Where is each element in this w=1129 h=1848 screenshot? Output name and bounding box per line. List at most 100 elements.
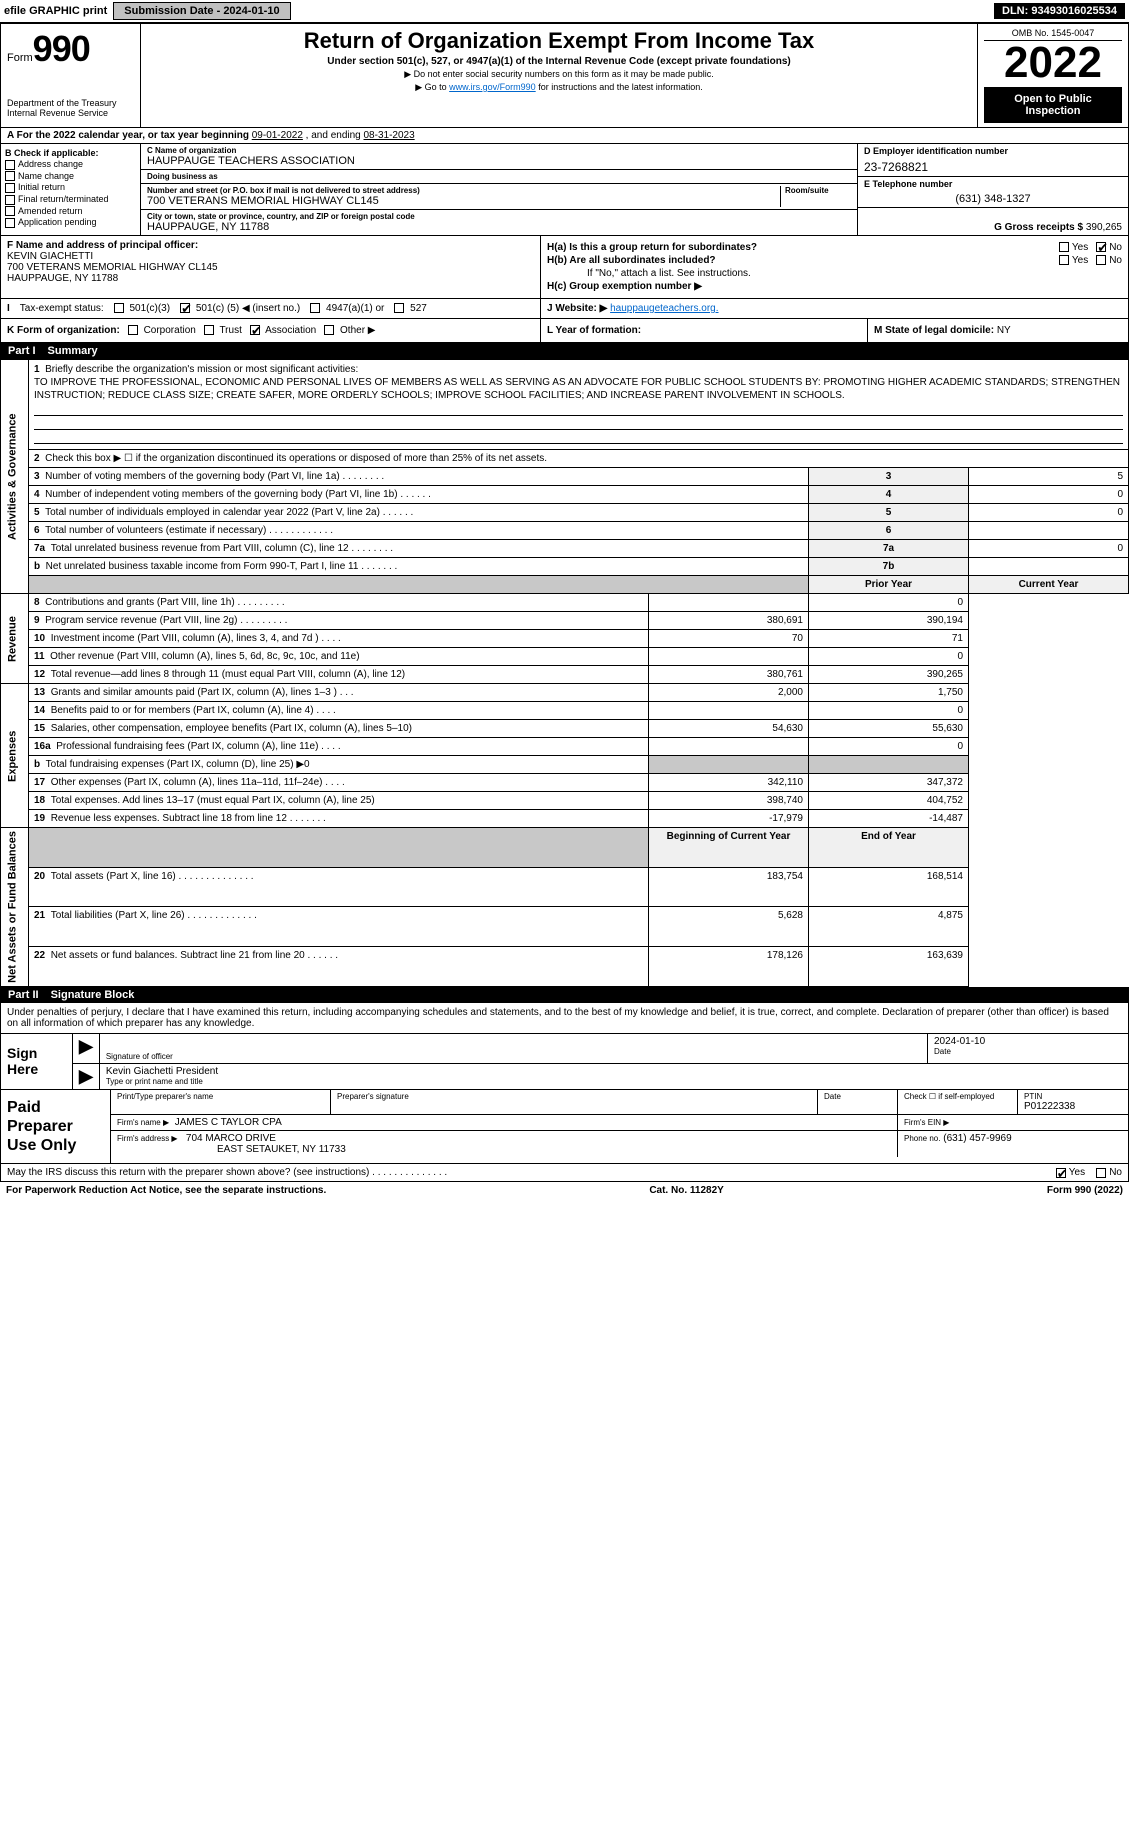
discuss-row: May the IRS discuss this return with the… xyxy=(0,1164,1129,1182)
col-m-state: M State of legal domicile: NY xyxy=(868,319,1128,342)
col-l-year-formation: L Year of formation: xyxy=(541,319,868,342)
table-row: 10 Investment income (Part VIII, column … xyxy=(1,630,1129,648)
goto-note: ▶ Go to www.irs.gov/Form990 for instruct… xyxy=(147,82,971,93)
tax-year-begin: 09-01-2022 xyxy=(252,130,303,141)
arrow-icon: ▶ xyxy=(73,1064,100,1089)
chk-ha-yes[interactable] xyxy=(1059,242,1069,252)
chk-trust[interactable] xyxy=(204,325,214,335)
firm-address2: EAST SETAUKET, NY 11733 xyxy=(117,1144,346,1155)
officer-addr1: 700 VETERANS MEMORIAL HIGHWAY CL145 xyxy=(7,262,534,273)
summary-table: Activities & Governance 1 Briefly descri… xyxy=(0,359,1129,987)
org-city: HAUPPAUGE, NY 11788 xyxy=(147,221,851,233)
chk-association[interactable] xyxy=(250,325,260,335)
irs-link[interactable]: www.irs.gov/Form990 xyxy=(449,82,536,92)
website-link[interactable]: hauppaugeteachers.org. xyxy=(610,303,718,314)
form-id-block: Form990 Department of the Treasury Inter… xyxy=(1,24,141,127)
telephone-value: (631) 348-1327 xyxy=(864,193,1122,205)
row-fgh: F Name and address of principal officer:… xyxy=(0,236,1129,299)
submission-date-button[interactable]: Submission Date - 2024-01-10 xyxy=(113,2,290,20)
part2-header: Part II Signature Block xyxy=(0,987,1129,1003)
firm-address1: 704 MARCO DRIVE xyxy=(186,1133,276,1144)
row-j-website: J Website: ▶ hauppaugeteachers.org. xyxy=(541,299,1128,318)
firm-name: JAMES C TAYLOR CPA xyxy=(175,1117,282,1128)
chk-name-change[interactable] xyxy=(5,171,15,181)
table-row: 9 Program service revenue (Part VIII, li… xyxy=(1,612,1129,630)
officer-name: KEVIN GIACHETTI xyxy=(7,251,534,262)
chk-527[interactable] xyxy=(394,303,404,313)
dln-label: DLN: 93493016025534 xyxy=(994,3,1125,19)
form-title-block: Return of Organization Exempt From Incom… xyxy=(141,24,978,127)
table-row: 15 Salaries, other compensation, employe… xyxy=(1,720,1129,738)
table-row: 21 Total liabilities (Part X, line 26) .… xyxy=(1,907,1129,947)
row-klm: K Form of organization: Corporation Trus… xyxy=(0,319,1129,343)
table-row: b Net unrelated business taxable income … xyxy=(1,558,1129,576)
ssn-note: ▶ Do not enter social security numbers o… xyxy=(147,69,971,80)
dept-treasury: Department of the Treasury xyxy=(7,98,134,108)
side-expenses: Expenses xyxy=(1,684,29,828)
chk-other[interactable] xyxy=(324,325,334,335)
chk-address-change[interactable] xyxy=(5,160,15,170)
table-row: 6 Total number of volunteers (estimate i… xyxy=(1,522,1129,540)
chk-ha-no[interactable] xyxy=(1096,242,1106,252)
table-row: 5 Total number of individuals employed i… xyxy=(1,504,1129,522)
cat-number: Cat. No. 11282Y xyxy=(649,1185,723,1196)
chk-4947[interactable] xyxy=(310,303,320,313)
table-row: 14 Benefits paid to or for members (Part… xyxy=(1,702,1129,720)
chk-discuss-yes[interactable] xyxy=(1056,1168,1066,1178)
side-governance: Activities & Governance xyxy=(1,360,29,594)
table-row: 16a Professional fundraising fees (Part … xyxy=(1,738,1129,756)
table-row: 12 Total revenue—add lines 8 through 11 … xyxy=(1,666,1129,684)
chk-501c3[interactable] xyxy=(114,303,124,313)
efile-topbar: efile GRAPHIC print Submission Date - 20… xyxy=(0,0,1129,23)
paid-preparer-block: Paid Preparer Use Only Print/Type prepar… xyxy=(0,1090,1129,1165)
org-name: HAUPPAUGE TEACHERS ASSOCIATION xyxy=(147,155,851,167)
row-ij: I Tax-exempt status: 501(c)(3) 501(c) (5… xyxy=(0,299,1129,319)
chk-amended-return[interactable] xyxy=(5,206,15,216)
table-row: 17 Other expenses (Part IX, column (A), … xyxy=(1,774,1129,792)
table-row: 18 Total expenses. Add lines 13–17 (must… xyxy=(1,792,1129,810)
chk-application-pending[interactable] xyxy=(5,218,15,228)
chk-corp[interactable] xyxy=(128,325,138,335)
col-c-org-info: C Name of organization HAUPPAUGE TEACHER… xyxy=(141,144,858,235)
table-row: b Total fundraising expenses (Part IX, c… xyxy=(1,756,1129,774)
table-row: 20 Total assets (Part X, line 16) . . . … xyxy=(1,867,1129,907)
part1-header: Part I Summary xyxy=(0,343,1129,359)
org-address: 700 VETERANS MEMORIAL HIGHWAY CL145 xyxy=(147,195,776,207)
chk-discuss-no[interactable] xyxy=(1096,1168,1106,1178)
chk-hb-no[interactable] xyxy=(1096,255,1106,265)
mission-text: TO IMPROVE THE PROFESSIONAL, ECONOMIC AN… xyxy=(34,377,1120,401)
perjury-declaration: Under penalties of perjury, I declare th… xyxy=(0,1003,1129,1034)
form-title: Return of Organization Exempt From Incom… xyxy=(147,28,971,54)
form-header: Form990 Department of the Treasury Inter… xyxy=(0,23,1129,128)
col-f-officer: F Name and address of principal officer:… xyxy=(1,236,541,298)
irs-label: Internal Revenue Service xyxy=(7,108,134,118)
chk-initial-return[interactable] xyxy=(5,183,15,193)
chk-final-return[interactable] xyxy=(5,195,15,205)
row-i-tax-status: I Tax-exempt status: 501(c)(3) 501(c) (5… xyxy=(1,299,541,318)
signature-date: 2024-01-10 xyxy=(934,1036,1122,1047)
ptin-value: P01222338 xyxy=(1024,1101,1122,1112)
gross-receipts-value: 390,265 xyxy=(1086,222,1122,233)
table-row: 11 Other revenue (Part VIII, column (A),… xyxy=(1,648,1129,666)
table-row: 22 Net assets or fund balances. Subtract… xyxy=(1,947,1129,987)
col-h-group: H(a) Is this a group return for subordin… xyxy=(541,236,1128,298)
side-net-assets: Net Assets or Fund Balances xyxy=(1,828,29,987)
paid-preparer-label: Paid Preparer Use Only xyxy=(1,1090,111,1164)
form-number: 990 xyxy=(33,28,90,69)
form-subtitle: Under section 501(c), 527, or 4947(a)(1)… xyxy=(147,56,971,67)
sign-here-block: Sign Here ▶ Signature of officer 2024-01… xyxy=(0,1034,1129,1090)
year-block: OMB No. 1545-0047 2022 Open to Public In… xyxy=(978,24,1128,127)
table-row: 4 Number of independent voting members o… xyxy=(1,486,1129,504)
chk-501c[interactable] xyxy=(180,303,190,313)
side-revenue: Revenue xyxy=(1,594,29,684)
page-footer: For Paperwork Reduction Act Notice, see … xyxy=(0,1182,1129,1199)
firm-phone: (631) 457-9969 xyxy=(943,1133,1011,1144)
col-k-form-org: K Form of organization: Corporation Trus… xyxy=(1,319,541,342)
officer-typed-name: Kevin Giachetti President xyxy=(106,1066,1122,1077)
block-bcd: B Check if applicable: Address change Na… xyxy=(0,144,1129,236)
chk-hb-yes[interactable] xyxy=(1059,255,1069,265)
arrow-icon: ▶ xyxy=(73,1034,100,1063)
table-row: 7a Total unrelated business revenue from… xyxy=(1,540,1129,558)
open-public-badge: Open to Public Inspection xyxy=(984,87,1122,123)
form-label: Form xyxy=(7,52,33,64)
